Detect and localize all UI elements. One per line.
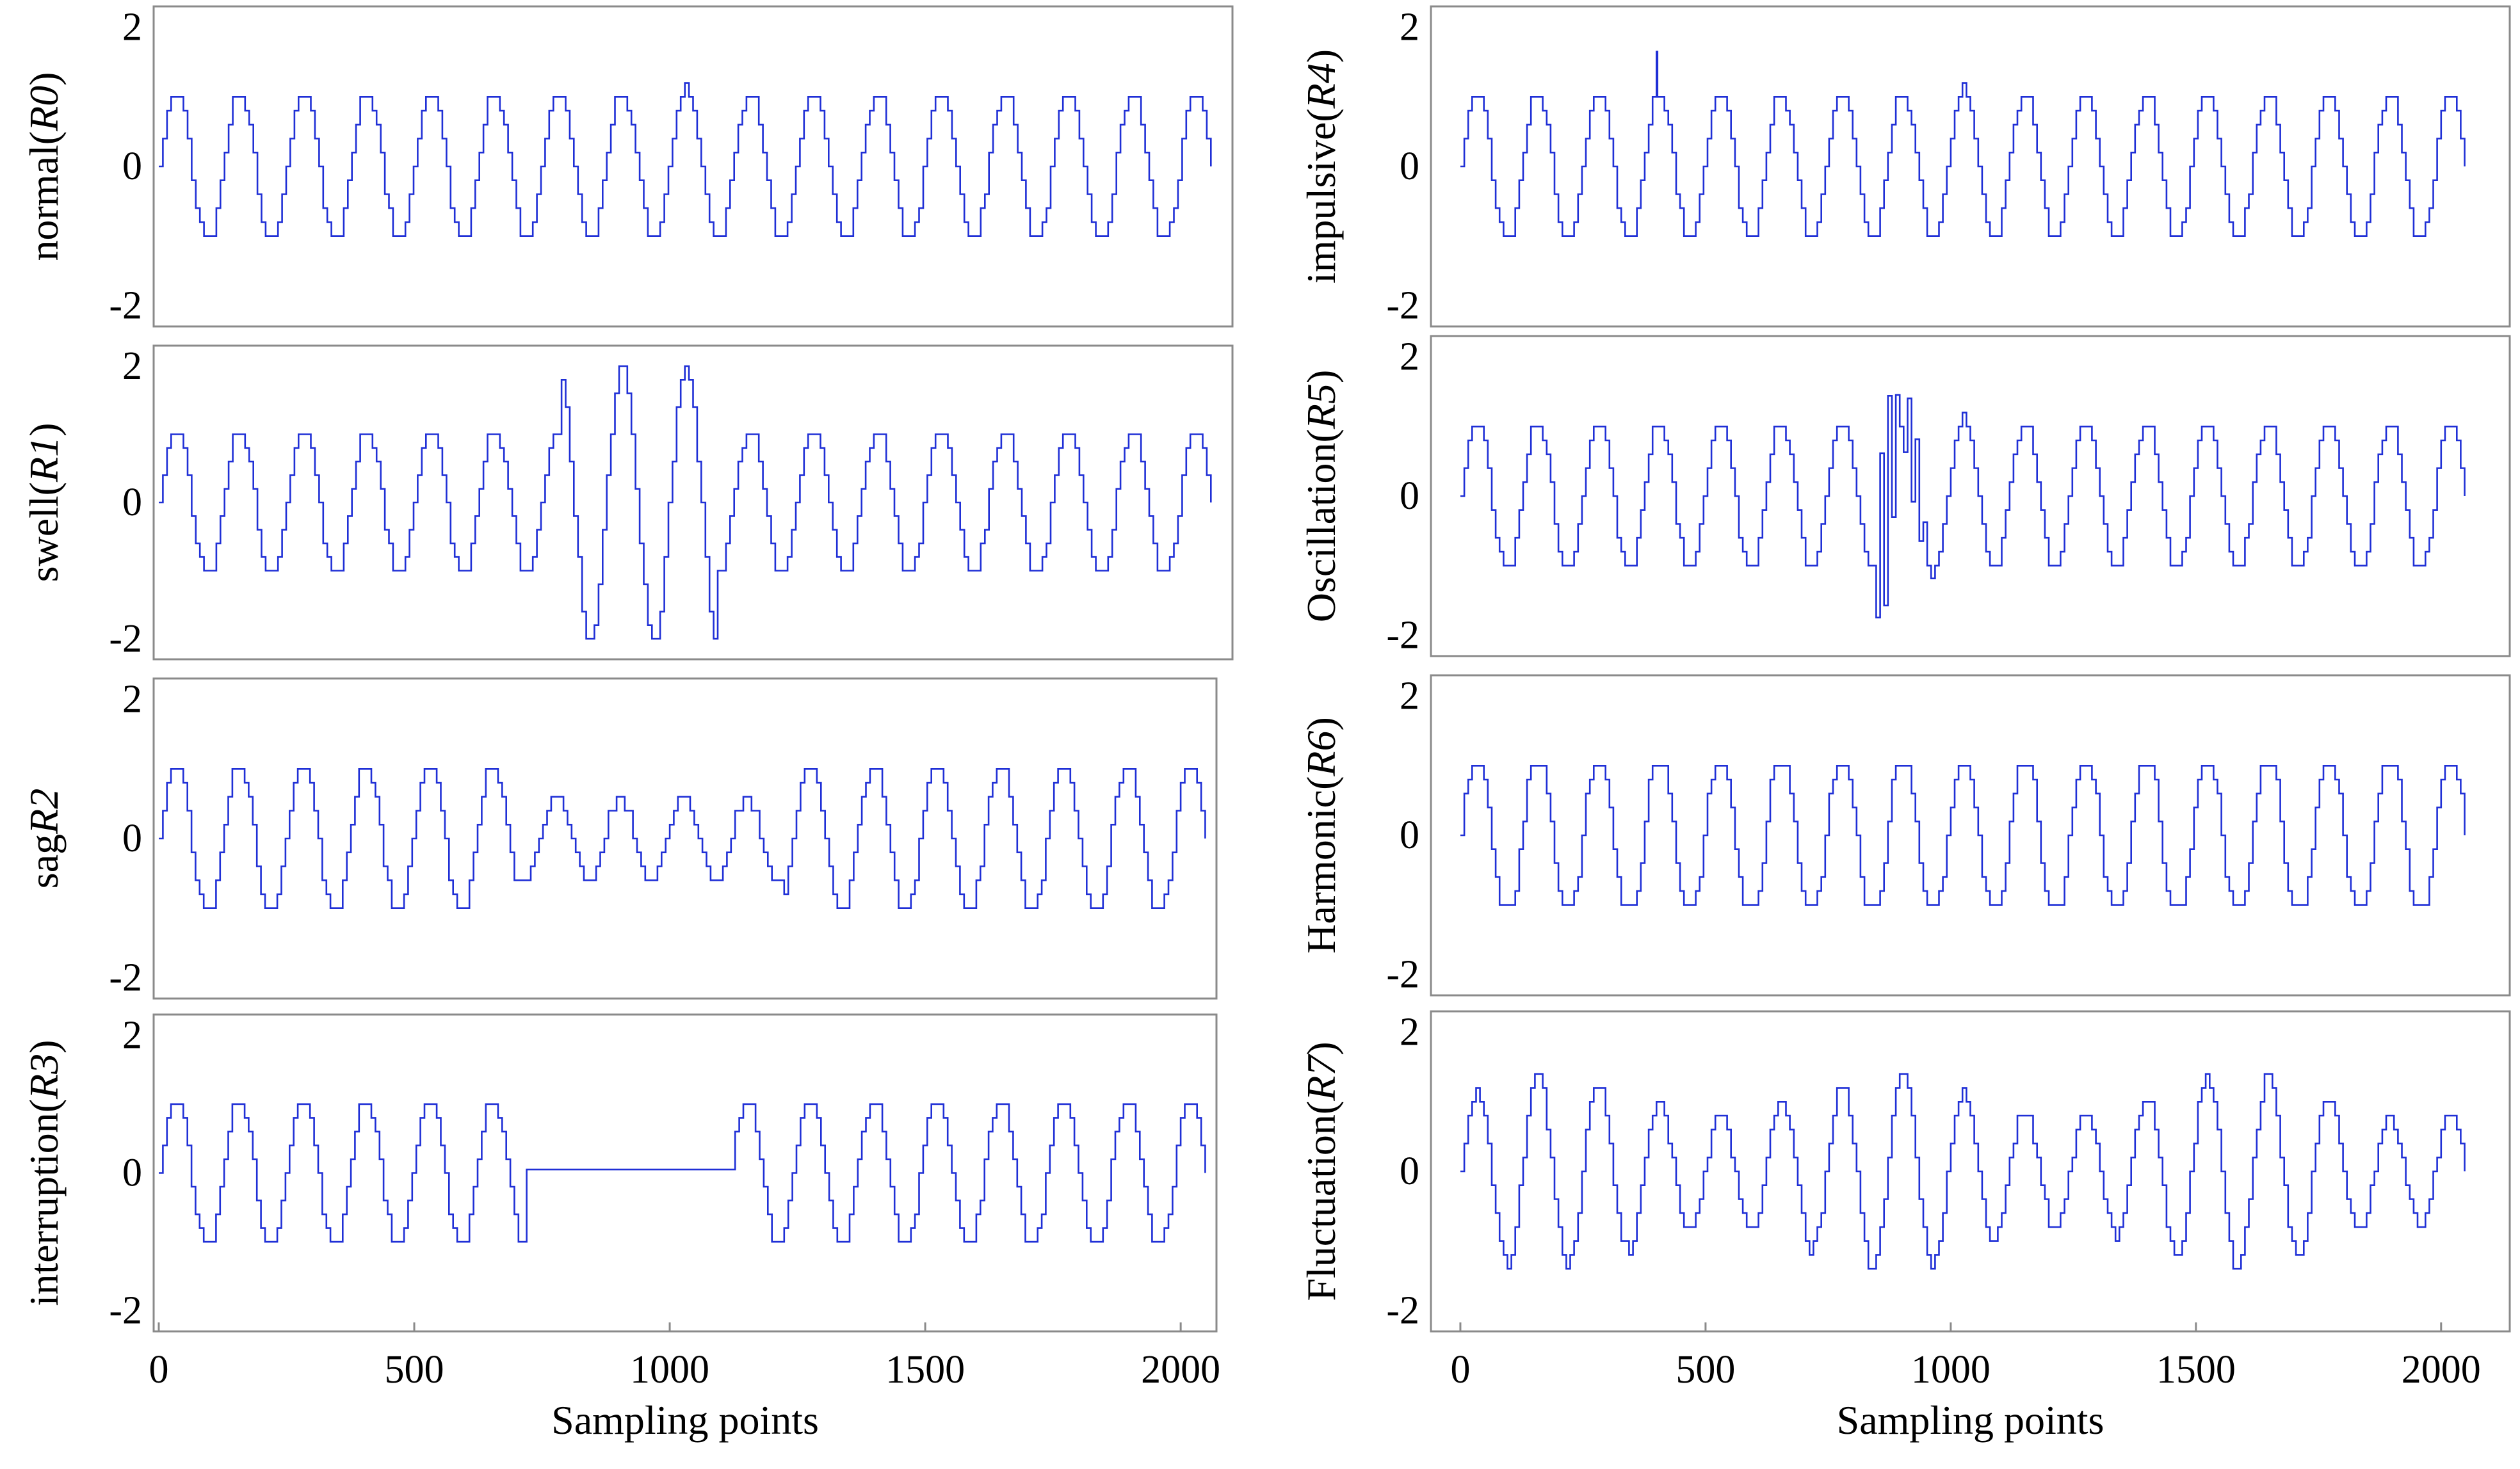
subplot-r4: 2 0 -2 impulsive(R4) [1298, 5, 2511, 328]
waveform-series [159, 82, 1212, 237]
y-tick-label: 0 [1400, 814, 1419, 857]
y-axis-label: sagR2 [21, 789, 67, 888]
y-tick-label: 2 [122, 344, 142, 388]
subplot-r0: 2 0 -2 normal(R0) [21, 5, 1234, 328]
waveform-series [1460, 51, 2466, 237]
y-tick-label: -2 [109, 956, 142, 999]
x-tick-label: 1500 [2156, 1348, 2236, 1392]
axes-frame [1430, 5, 2511, 328]
y-axis-label: normal(R0) [21, 72, 67, 261]
waveform-series [1460, 1073, 2466, 1270]
y-axis-label: impulsive(R4) [1298, 49, 1344, 284]
x-tick-label: 1000 [1911, 1348, 1991, 1392]
waveform-series [159, 768, 1206, 909]
waveform-series [159, 1103, 1206, 1243]
y-tick-label: 2 [122, 678, 142, 721]
x-tick-label: 1000 [630, 1348, 709, 1392]
axes-frame [152, 5, 1234, 328]
subplot-r6: 2 0 -2 Harmonic(R6) [1298, 674, 2511, 997]
axes-frame [152, 677, 1218, 1000]
y-axis-label: Harmonic(R6) [1298, 717, 1344, 954]
subplot-r5: 2 0 -2 Oscillation(R5) [1298, 335, 2511, 657]
x-tick-label: 2000 [1141, 1348, 1220, 1392]
y-tick-label: 0 [122, 481, 142, 524]
axes-frame [152, 344, 1234, 661]
y-tick-label: -2 [109, 617, 142, 661]
axes-frame [1430, 335, 2511, 657]
x-tick-label: 0 [1450, 1348, 1470, 1392]
x-tick-label: 500 [385, 1348, 444, 1392]
x-tick-label: 500 [1676, 1348, 1735, 1392]
subplot-r7: 2 0 -2 Fluctuation(R7) 0 500 1000 1500 2000 Sampl… [1298, 1010, 2511, 1443]
y-tick-label: 0 [1400, 474, 1419, 518]
waveform-series [1460, 394, 2466, 619]
axes-frame [1430, 674, 2511, 997]
subplot-r1: 2 0 -2 swell(R1) [21, 344, 1234, 661]
x-axis-label: Sampling points [551, 1397, 819, 1443]
y-tick-label: 2 [1400, 1011, 1419, 1054]
x-tick-label: 1500 [885, 1348, 965, 1392]
y-tick-label: 2 [1400, 675, 1419, 718]
y-tick-label: -2 [1386, 1288, 1419, 1332]
y-tick-label: -2 [109, 1289, 142, 1333]
y-tick-label: 2 [122, 6, 142, 49]
y-tick-label: 0 [1400, 1150, 1419, 1193]
y-tick-label: -2 [1386, 284, 1419, 327]
y-tick-label: 0 [122, 145, 142, 188]
y-tick-label: 2 [1400, 335, 1419, 379]
x-tick-label: 2000 [2402, 1348, 2481, 1392]
axes-frame [1430, 1010, 2511, 1333]
subplot-r2: 2 0 -2 sagR2 [21, 677, 1218, 1000]
y-tick-label: 2 [122, 1013, 142, 1057]
y-axis-label: Fluctuation(R7) [1298, 1041, 1344, 1301]
y-axis-label: interruption(R3) [21, 1040, 67, 1306]
y-tick-label: 0 [122, 817, 142, 860]
y-tick-label: -2 [1386, 613, 1419, 657]
y-tick-label: 0 [1400, 145, 1419, 188]
axes-frame [152, 1013, 1218, 1333]
x-tick-label: 0 [149, 1348, 168, 1392]
x-axis-label: Sampling points [1837, 1397, 2104, 1443]
y-axis-label: swell(R1) [21, 423, 67, 582]
y-tick-label: -2 [1386, 952, 1419, 996]
y-tick-label: 2 [1400, 6, 1419, 49]
y-tick-label: -2 [109, 284, 142, 327]
waveform-series [1460, 765, 2466, 906]
y-tick-label: 0 [122, 1152, 142, 1195]
waveform-series [159, 365, 1212, 640]
y-axis-label: Oscillation(R5) [1298, 370, 1344, 623]
